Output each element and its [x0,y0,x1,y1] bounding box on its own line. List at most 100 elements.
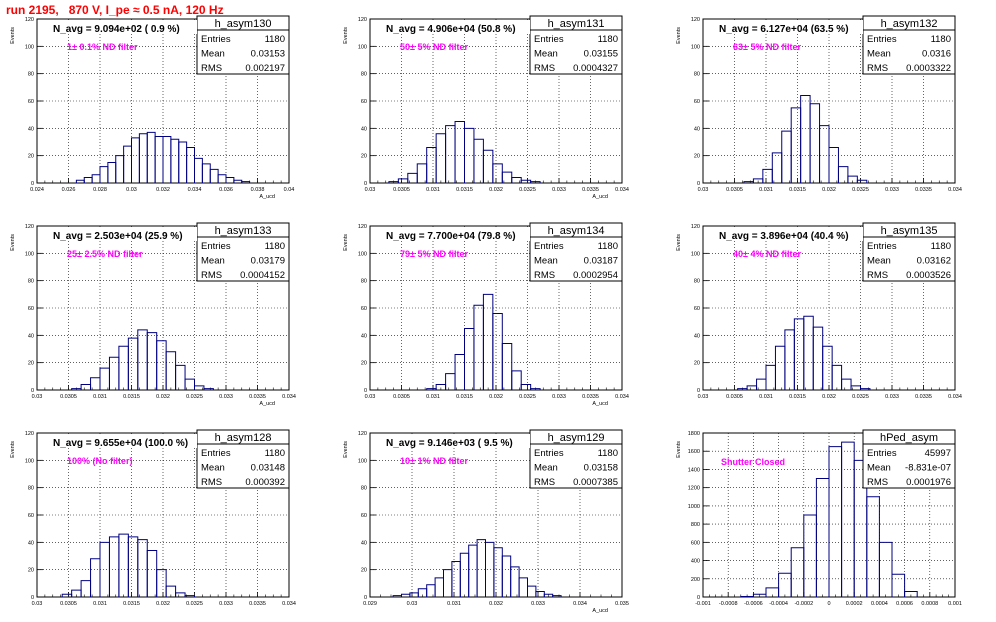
headline-background [38,434,197,448]
histogram-bin [856,179,868,183]
y-tick-label: 0 [697,388,700,394]
headline-background [38,227,197,241]
x-tick-label: 0.03 [698,187,709,193]
y-tick-label: 1200 [688,486,700,492]
headline-text: N_avg = 9.146e+03 ( 9.5 %) [386,438,513,449]
annotation-text: 50± 5% ND filter [400,42,468,52]
stat-box [196,15,290,75]
stat-label: Entries [534,34,564,45]
headline-background [38,20,197,34]
stat-value: 1180 [265,34,285,45]
y-tick-label: 80 [28,279,34,285]
x-tick-label: 0.031 [426,187,440,193]
headline-text: N_avg = 6.127e+04 (63.5 %) [719,24,849,35]
stat-label: Entries [201,241,231,252]
y-axis-label: Events [343,234,349,251]
stat-value: 0.002197 [245,63,285,74]
x-tick-label: 0.0315 [789,394,806,400]
y-axis-label: Events [676,234,682,251]
y-tick-label: 40 [28,540,34,546]
x-tick-label: 0.03 [365,394,376,400]
headline-background [371,20,530,34]
histogram-bin [891,573,906,597]
stat-value: 0.03162 [917,256,951,267]
x-axis-label: A_ucd [592,608,608,614]
x-tick-label: 0.0008 [921,601,938,607]
y-tick-label: 120 [691,224,700,230]
stat-value: 1180 [598,448,618,459]
x-tick-label: 0.029 [363,601,377,607]
y-axis-label: Events [10,441,16,458]
y-tick-label: 60 [361,306,367,312]
x-tick-label: 0.031 [426,394,440,400]
stat-label: RMS [534,63,555,74]
y-tick-label: 0 [31,181,34,187]
annotation-text: 100% (No filter) [67,456,133,466]
y-tick-label: 0 [364,181,367,187]
histogram-bin [184,595,195,597]
y-tick-label: 120 [25,17,34,23]
histogram-name: hPed_asym [880,432,938,444]
x-tick-label: 0.0305 [60,394,77,400]
histogram-name: h_asym128 [215,432,272,444]
x-tick-label: -0.0002 [794,601,813,607]
x-tick-label: 0.034 [615,394,629,400]
x-tick-label: 0.034 [188,187,202,193]
y-tick-label: 80 [28,72,34,78]
histogram-bin [904,591,918,597]
y-tick-label: 40 [361,540,367,546]
y-tick-label: 40 [28,126,34,132]
stat-value: -8.831e-07 [905,463,951,474]
x-axis-label: A_ucd [592,401,608,407]
x-tick-label: 0.033 [531,601,545,607]
x-tick-label: 0.034 [948,187,962,193]
x-axis-label: A_ucd [259,194,275,200]
y-tick-label: 0 [697,181,700,187]
histogram-name: h_asym133 [215,225,272,237]
x-tick-label: 0.0325 [852,187,869,193]
stat-box [529,15,623,75]
run-title: run 2195, 870 V, I_pe ≈ 0.5 nA, 120 Hz [6,3,224,17]
y-tick-label: 40 [361,333,367,339]
x-tick-label: 0.03 [32,601,43,607]
headline-text: N_avg = 4.906e+04 (50.8 %) [386,24,516,35]
x-tick-label: -0.0004 [769,601,788,607]
x-tick-label: 0.033 [219,394,233,400]
y-axis-label: Events [10,234,16,251]
histogram-bin [860,388,871,390]
x-tick-label: 0.0315 [123,601,140,607]
x-tick-label: 0.0335 [249,601,266,607]
x-tick-label: 0.0335 [582,187,599,193]
y-tick-label: 100 [25,458,34,464]
stat-value: 1180 [931,241,951,252]
x-tick-label: 0.032 [489,601,503,607]
x-tick-label: 0.034 [573,601,587,607]
stat-label: RMS [201,477,222,488]
x-tick-label: 0.034 [615,187,629,193]
x-tick-label: 0.035 [615,601,629,607]
stat-value: 0.03153 [251,49,285,60]
x-tick-label: 0.04 [284,187,295,193]
histogram-bin [175,592,186,597]
x-tick-label: 0.0325 [519,394,536,400]
stat-label: Mean [201,463,225,474]
histogram-bin [203,388,214,390]
y-axis-label: Events [343,441,349,458]
x-tick-label: 0.0305 [726,187,743,193]
x-tick-label: 0.0305 [726,394,743,400]
stat-label: Mean [534,463,558,474]
histogram-panel: 0.03 0.0305 0.031 0.0315 0.032 0.0325 0.033 0.0… [343,222,629,407]
stat-value: 0.0003526 [906,270,951,281]
stat-value: 0.0316 [922,49,951,60]
histogram-bin [841,378,852,390]
histogram-panel: -0.001 -0.0008 -0.0006 -0.0004 -0.0002 0 0.000… [676,429,962,607]
y-tick-label: 20 [361,361,367,367]
y-tick-label: 0 [364,595,367,601]
headline-text: N_avg = 2.503e+04 (25.9 %) [53,231,183,242]
stat-value: 1180 [265,448,285,459]
stat-label: Entries [201,34,231,45]
histogram-panel: 0.03 0.0305 0.031 0.0315 0.032 0.0325 0.033 0.0… [10,222,296,407]
x-axis-label: A_ucd [259,401,275,407]
histogram-bin [156,569,167,597]
y-tick-label: 100 [358,44,367,50]
